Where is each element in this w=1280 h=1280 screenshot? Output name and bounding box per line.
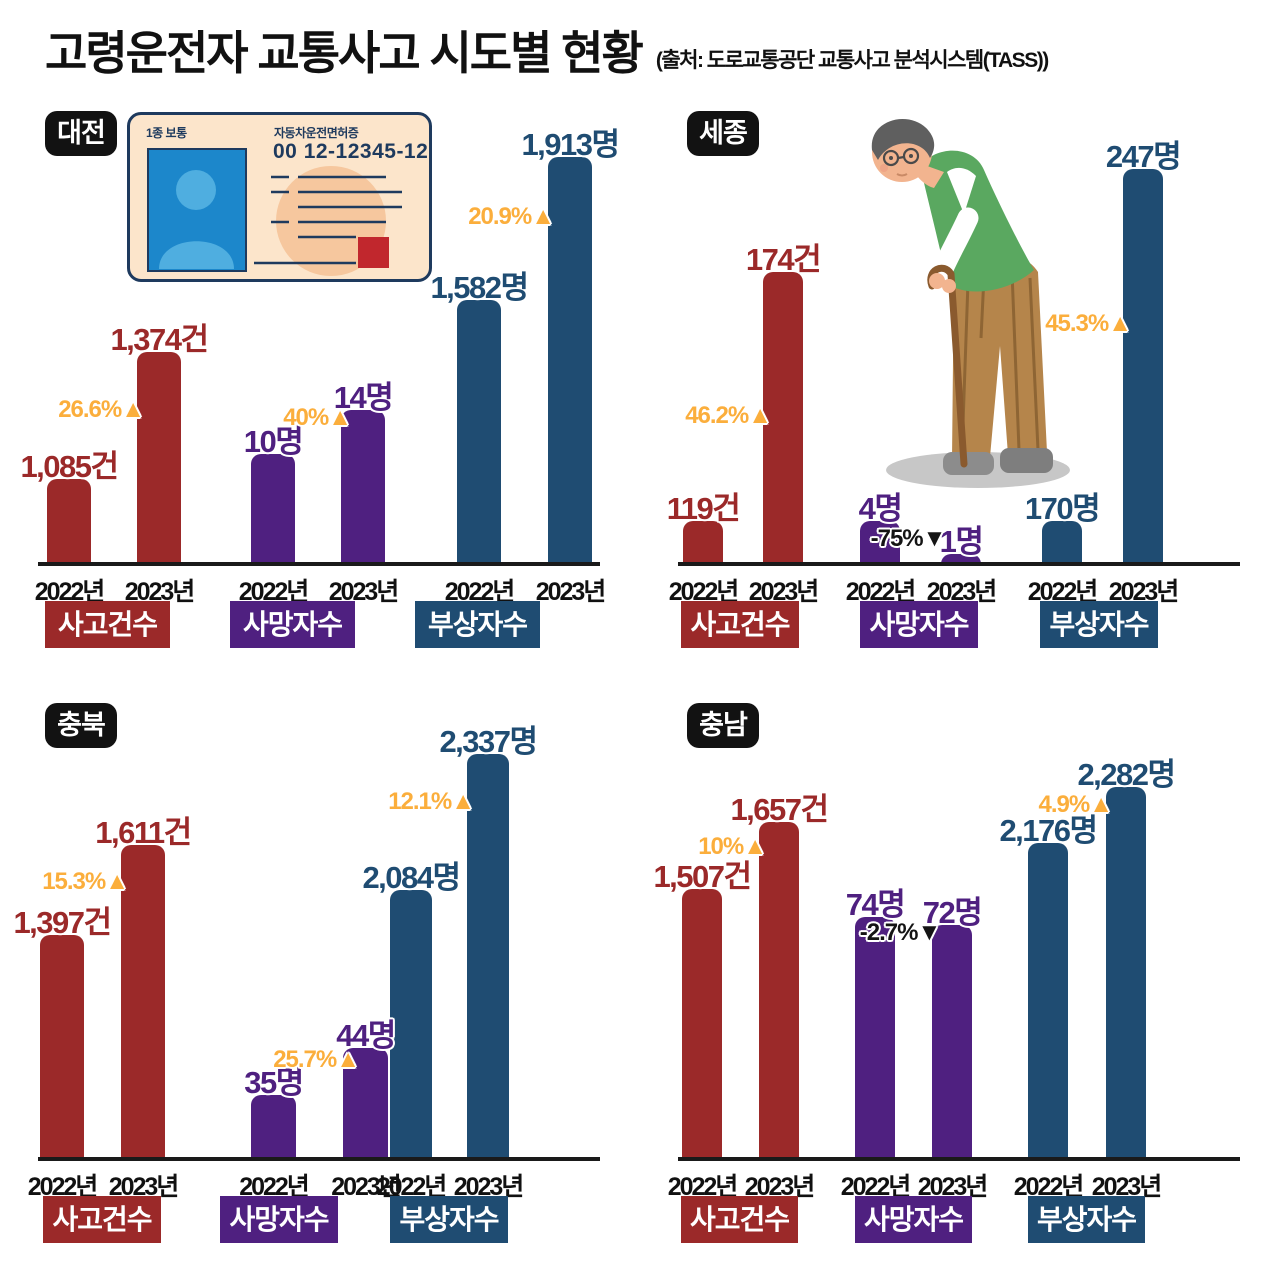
- license-class-label: 1종 보통: [146, 126, 187, 140]
- bar-value-label-2023: 14명: [333, 380, 394, 415]
- bar-value-label-2022: 74명: [845, 887, 906, 922]
- bar-value-label-2022: 2,176명: [999, 813, 1098, 848]
- bar-2022: [860, 521, 900, 566]
- bar-2022: [1042, 521, 1082, 566]
- bar-value-label-2022: 1,507건: [653, 859, 752, 894]
- person-silhouette-icon: [159, 170, 234, 269]
- bar-2022: [683, 521, 723, 566]
- metric-badge: 사고건수: [681, 601, 799, 648]
- change-percent-label: 46.2%▲: [685, 402, 772, 429]
- change-percent-label: -75%▼: [870, 525, 947, 552]
- bar-2023: [467, 754, 509, 1161]
- change-percent-label: 10%▲: [698, 833, 767, 860]
- metric-badge: 사망자수: [855, 1196, 972, 1243]
- bar-2022: [390, 890, 432, 1161]
- bar-2023: [1123, 169, 1163, 566]
- bar-value-label-2023: 1,657건: [730, 792, 829, 827]
- bar-2022: [251, 1095, 296, 1161]
- bar-value-label-2022: 119건: [666, 491, 741, 526]
- bar-value-label-2022: 10명: [243, 424, 304, 459]
- bar-value-label-2023: 2,337명: [439, 724, 538, 759]
- bar-value-label-2023: 247명: [1105, 139, 1182, 174]
- drivers-license-illustration: 1종 보통 자동차운전면허증 00 12-12345-12: [127, 112, 432, 282]
- bar-value-label-2023: 1,913명: [521, 127, 620, 162]
- metric-badge: 사망자수: [230, 601, 355, 648]
- metric-badge: 부상자수: [415, 601, 540, 648]
- metric-badge: 사고건수: [43, 1196, 161, 1243]
- bar-value-label-2023: 1,374건: [110, 322, 209, 357]
- bar-value-label-2022: 35명: [244, 1065, 304, 1100]
- license-number: 00 12-12345-12: [273, 140, 429, 163]
- change-percent-label: 45.3%▲: [1045, 310, 1132, 337]
- bar-2022: [855, 917, 895, 1161]
- bar-2022: [47, 479, 91, 566]
- x-axis-line: [38, 562, 600, 566]
- change-percent-label: 20.9%▲: [468, 203, 555, 230]
- bar-2023: [763, 272, 803, 566]
- license-photo: [147, 148, 247, 272]
- year-label-2023: 2023년: [535, 578, 607, 606]
- bar-2023: [121, 845, 165, 1161]
- bar-2022: [1028, 843, 1068, 1161]
- bar-value-label-2023: 44명: [336, 1018, 396, 1053]
- bar-value-label-2023: 1,611건: [95, 815, 192, 850]
- region-badge: 충남: [687, 703, 759, 748]
- metric-badge: 부상자수: [1028, 1196, 1145, 1243]
- bar-2022: [40, 935, 84, 1161]
- source-citation: (출처: 도로교통공단 교통사고 분석시스템(TASS)): [655, 48, 1049, 72]
- bar-2023: [548, 157, 592, 566]
- metric-badge: 사망자수: [220, 1196, 338, 1243]
- region-badge: 대전: [45, 111, 117, 156]
- change-percent-label: 25.7%▲: [273, 1046, 360, 1073]
- bar-2023: [341, 410, 385, 566]
- metric-badge: 부상자수: [390, 1196, 508, 1243]
- region-badge: 충북: [45, 703, 117, 748]
- bar-value-label-2023: 72명: [922, 895, 983, 930]
- elderly-man-illustration: [871, 119, 1070, 488]
- bar-2022: [457, 300, 501, 566]
- header: 고령운전자 교통사고 시도별 현황 (출처: 도로교통공단 교통사고 분석시스템…: [45, 27, 1049, 79]
- metric-badge: 사망자수: [860, 601, 978, 648]
- change-percent-label: 4.9%▲: [1038, 791, 1113, 818]
- bar-2023: [759, 822, 799, 1161]
- bar-value-label-2022: 4명: [858, 491, 903, 526]
- bar-2022: [682, 889, 722, 1161]
- change-percent-label: -2.7%▼: [859, 919, 941, 946]
- bar-2023: [343, 1048, 388, 1161]
- bar-value-label-2023: 1명: [939, 524, 984, 559]
- change-percent-label: 15.3%▲: [42, 868, 129, 895]
- bar-value-label-2023: 2,282명: [1077, 757, 1176, 792]
- bar-value-label-2022: 2,084명: [362, 860, 461, 895]
- x-axis-line: [678, 562, 1240, 566]
- bar-2022: [251, 454, 295, 566]
- bar-value-label-2022: 1,397건: [13, 905, 112, 940]
- metric-badge: 부상자수: [1040, 601, 1158, 648]
- bar-value-label-2022: 1,582명: [430, 270, 529, 305]
- x-axis-line: [678, 1157, 1240, 1161]
- bar-value-label-2022: 1,085건: [20, 449, 119, 484]
- region-badge: 세종: [687, 111, 759, 156]
- metric-badge: 사고건수: [681, 1196, 798, 1243]
- bar-value-label-2022: 170명: [1024, 491, 1101, 526]
- x-axis-line: [38, 1157, 600, 1161]
- license-text-lines: [254, 175, 402, 268]
- page-title: 고령운전자 교통사고 시도별 현황: [45, 27, 644, 79]
- license-doc-title: 자동차운전면허증: [274, 126, 359, 140]
- change-percent-label: 12.1%▲: [388, 788, 475, 815]
- change-percent-label: 40%▲: [283, 404, 352, 431]
- bar-value-label-2023: 174건: [745, 242, 822, 277]
- bar-2023: [137, 352, 181, 566]
- license-stamp-icon: [358, 237, 389, 268]
- metric-badge: 사고건수: [45, 601, 170, 648]
- bar-2023: [932, 925, 972, 1161]
- bar-2023: [1106, 787, 1146, 1161]
- change-percent-label: 26.6%▲: [58, 396, 145, 423]
